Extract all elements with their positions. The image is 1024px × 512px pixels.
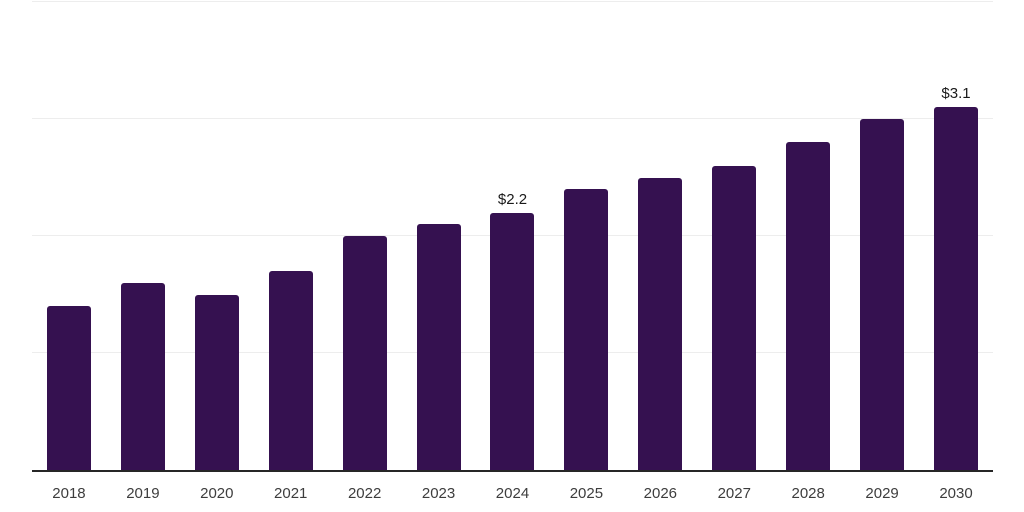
x-tick-2018: 2018 (52, 485, 86, 502)
bar-2018 (46, 306, 91, 470)
bar-2025 (564, 189, 609, 470)
x-tick-2024: 2024 (495, 485, 530, 502)
x-tick-2027: 2027 (717, 485, 751, 502)
bar-slot-2019 (106, 2, 180, 470)
x-axis-labels: 2018 2019 2020 2021 2022 2023 2024 2025 2026 2027… (32, 485, 993, 503)
bar-slot-2030: $3.1 (919, 2, 993, 470)
bar-slot-2027 (697, 2, 771, 470)
bar-2023 (416, 224, 461, 470)
gridline-4 (32, 1, 993, 2)
bar-slot-2018 (32, 2, 106, 470)
bar-2027 (712, 165, 757, 470)
bar-2019 (120, 282, 165, 470)
bar-2022 (342, 236, 387, 470)
bar-slot-2020 (180, 2, 254, 470)
bar-slot-2025 (549, 2, 623, 470)
data-label-2024: $2.2 (497, 190, 528, 208)
gridline-3 (32, 118, 993, 119)
x-tick-2020: 2020 (200, 485, 234, 502)
bar-2026 (638, 177, 683, 470)
bar-slot-2028 (771, 2, 845, 470)
bar-2028 (786, 142, 831, 470)
bar-slot-2021 (254, 2, 328, 470)
x-tick-2025: 2025 (569, 485, 604, 502)
x-tick-2030: 2030 (939, 485, 973, 502)
x-tick-2023: 2023 (421, 485, 456, 502)
bar-slot-2023 (402, 2, 476, 470)
x-tick-2028: 2028 (791, 485, 825, 502)
x-tick-2021: 2021 (274, 485, 308, 502)
x-tick-2026: 2026 (643, 485, 678, 502)
x-tick-2022: 2022 (347, 485, 382, 502)
bar-2029 (860, 119, 905, 470)
bar-slot-2026 (623, 2, 697, 470)
bar-2030 (934, 107, 979, 470)
x-tick-2019: 2019 (126, 485, 160, 502)
bars-row: $2.2 $3.1 (32, 2, 993, 470)
bar-slot-2022 (328, 2, 402, 470)
bar-slot-2029 (845, 2, 919, 470)
bar-2021 (268, 271, 313, 470)
bar-2024 (490, 212, 535, 470)
bar-2020 (194, 294, 239, 470)
bar-slot-2024: $2.2 (476, 2, 550, 470)
plot-area: $2.2 $3.1 (32, 1, 993, 472)
data-label-2030: $3.1 (941, 85, 971, 103)
x-tick-2029: 2029 (865, 485, 899, 502)
